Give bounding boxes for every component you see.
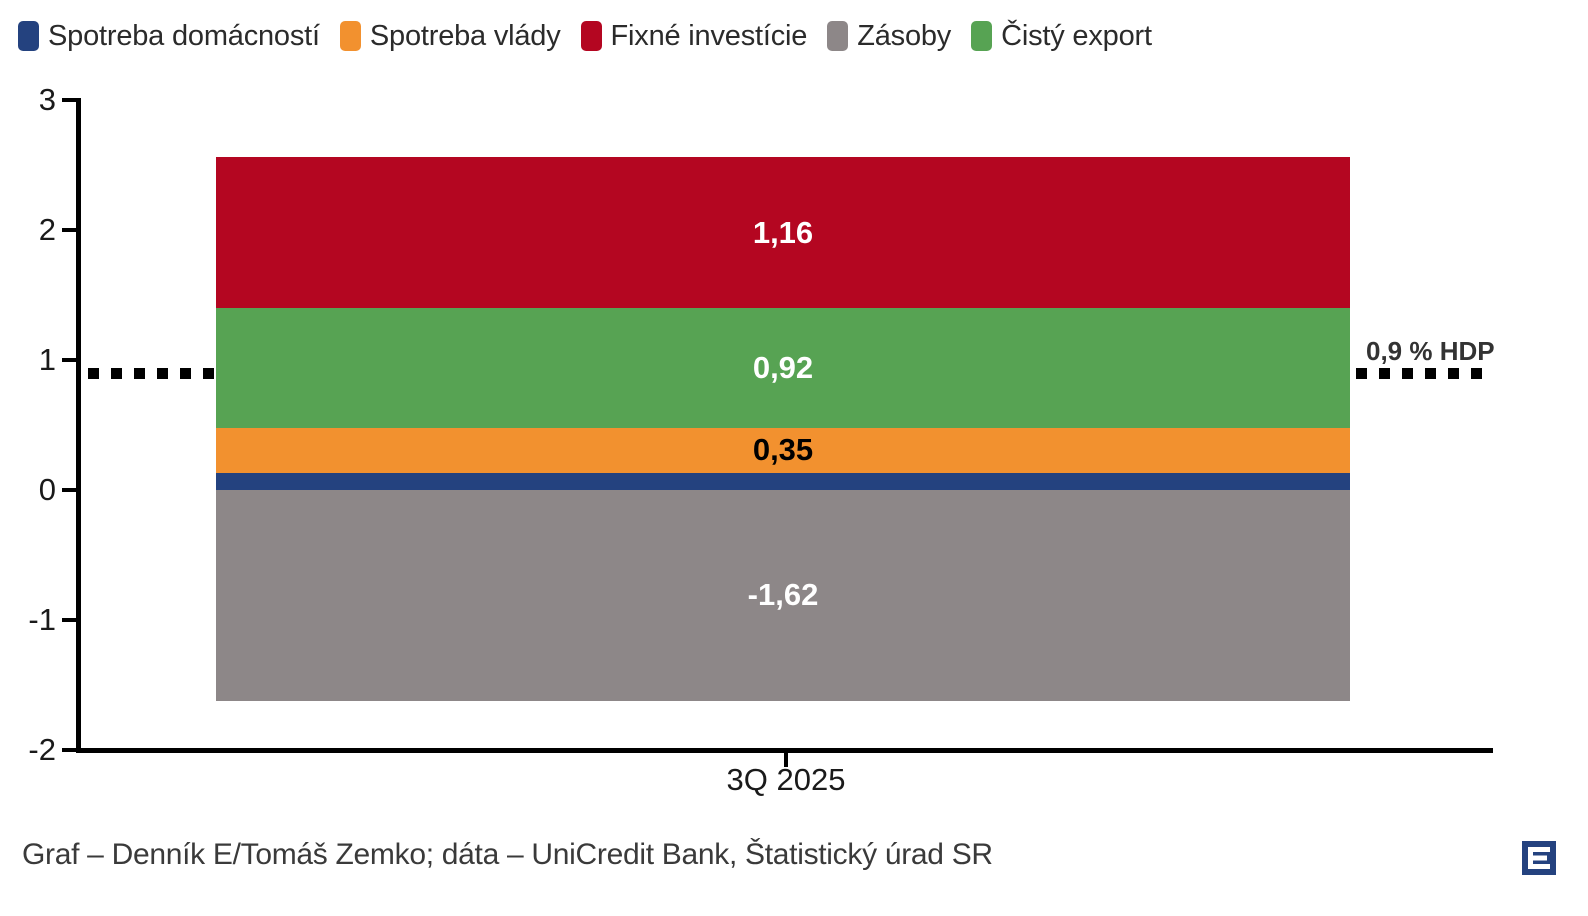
reference-line-dot bbox=[1471, 368, 1482, 379]
y-axis-tick-mark bbox=[62, 618, 81, 622]
y-axis-tick-label: 1 bbox=[38, 342, 56, 377]
reference-line-dot bbox=[1356, 368, 1367, 379]
y-axis-tick-mark bbox=[62, 228, 81, 232]
reference-line-label: 0,9 % HDP bbox=[1366, 336, 1495, 366]
y-axis-line bbox=[76, 100, 81, 751]
y-axis-tick-mark bbox=[62, 98, 81, 102]
bar-segment[interactable]: 0,35 bbox=[216, 427, 1350, 474]
bar-value-label: -1,62 bbox=[747, 577, 819, 613]
reference-line-right bbox=[1356, 368, 1496, 379]
reference-line-dot bbox=[157, 368, 168, 379]
legend-swatch-icon bbox=[971, 21, 993, 51]
bar-segment[interactable]: 1,16 bbox=[216, 157, 1350, 308]
legend-swatch-icon bbox=[339, 21, 361, 51]
legend-item[interactable]: Fixné investície bbox=[580, 19, 808, 53]
y-axis-tick-label: 0 bbox=[38, 472, 56, 507]
reference-line-dot bbox=[180, 368, 191, 379]
y-axis-tick-label: -2 bbox=[28, 732, 56, 767]
y-axis-tick-mark bbox=[62, 748, 81, 752]
legend-swatch-icon bbox=[827, 21, 849, 51]
legend-item[interactable]: Spotreba domácností bbox=[18, 20, 320, 53]
bar-segment[interactable]: -1,62 bbox=[216, 490, 1350, 701]
reference-line-dot bbox=[1448, 368, 1459, 379]
bar-value-label: 1,16 bbox=[752, 214, 814, 250]
legend-item-label: Čistý export bbox=[1001, 19, 1152, 52]
legend-swatch-icon bbox=[580, 21, 602, 51]
legend-item[interactable]: Čistý export bbox=[971, 20, 1152, 53]
reference-line-left bbox=[88, 368, 216, 379]
reference-line-dot bbox=[1379, 368, 1390, 379]
reference-line-dot bbox=[111, 368, 122, 379]
legend-item[interactable]: Zásoby bbox=[827, 20, 951, 53]
legend-item[interactable]: Spotreba vlády bbox=[339, 19, 561, 53]
x-axis-line bbox=[76, 748, 1493, 753]
reference-line-dot bbox=[88, 368, 99, 379]
bar-segment[interactable] bbox=[216, 473, 1350, 490]
dennik-e-logo bbox=[1522, 841, 1556, 875]
reference-line-dot bbox=[134, 368, 145, 379]
reference-line-dot bbox=[203, 368, 214, 379]
bar-segment[interactable]: 0,92 bbox=[216, 308, 1350, 428]
source-credit: Graf – Denník E/Tomáš Zemko; dáta – UniC… bbox=[22, 838, 993, 871]
y-axis-tick-label: -1 bbox=[28, 602, 56, 637]
x-axis-tick-mark bbox=[784, 753, 788, 767]
dennik-e-logo-glyph bbox=[1522, 841, 1556, 875]
legend-item-label: Fixné investície bbox=[610, 19, 808, 52]
x-axis-label: 3Q 2025 bbox=[726, 762, 846, 797]
legend-swatch-icon bbox=[18, 21, 39, 51]
y-axis-tick-label: 3 bbox=[38, 82, 56, 117]
legend-item-label: Spotreba domácností bbox=[48, 19, 320, 52]
legend-item-label: Spotreba vlády bbox=[369, 19, 561, 52]
y-axis-tick-mark bbox=[62, 358, 81, 362]
legend-item-label: Zásoby bbox=[857, 19, 952, 52]
chart-legend: Spotreba domácností Spotreba vlády Fixné i… bbox=[18, 16, 1172, 56]
bar-value-label: 0,92 bbox=[752, 349, 814, 385]
reference-line-dot bbox=[1425, 368, 1436, 379]
bar-value-label: 0,35 bbox=[752, 432, 814, 468]
y-axis-tick-label: 2 bbox=[38, 212, 56, 247]
reference-line-dot bbox=[1402, 368, 1413, 379]
y-axis-tick-mark bbox=[62, 488, 81, 492]
